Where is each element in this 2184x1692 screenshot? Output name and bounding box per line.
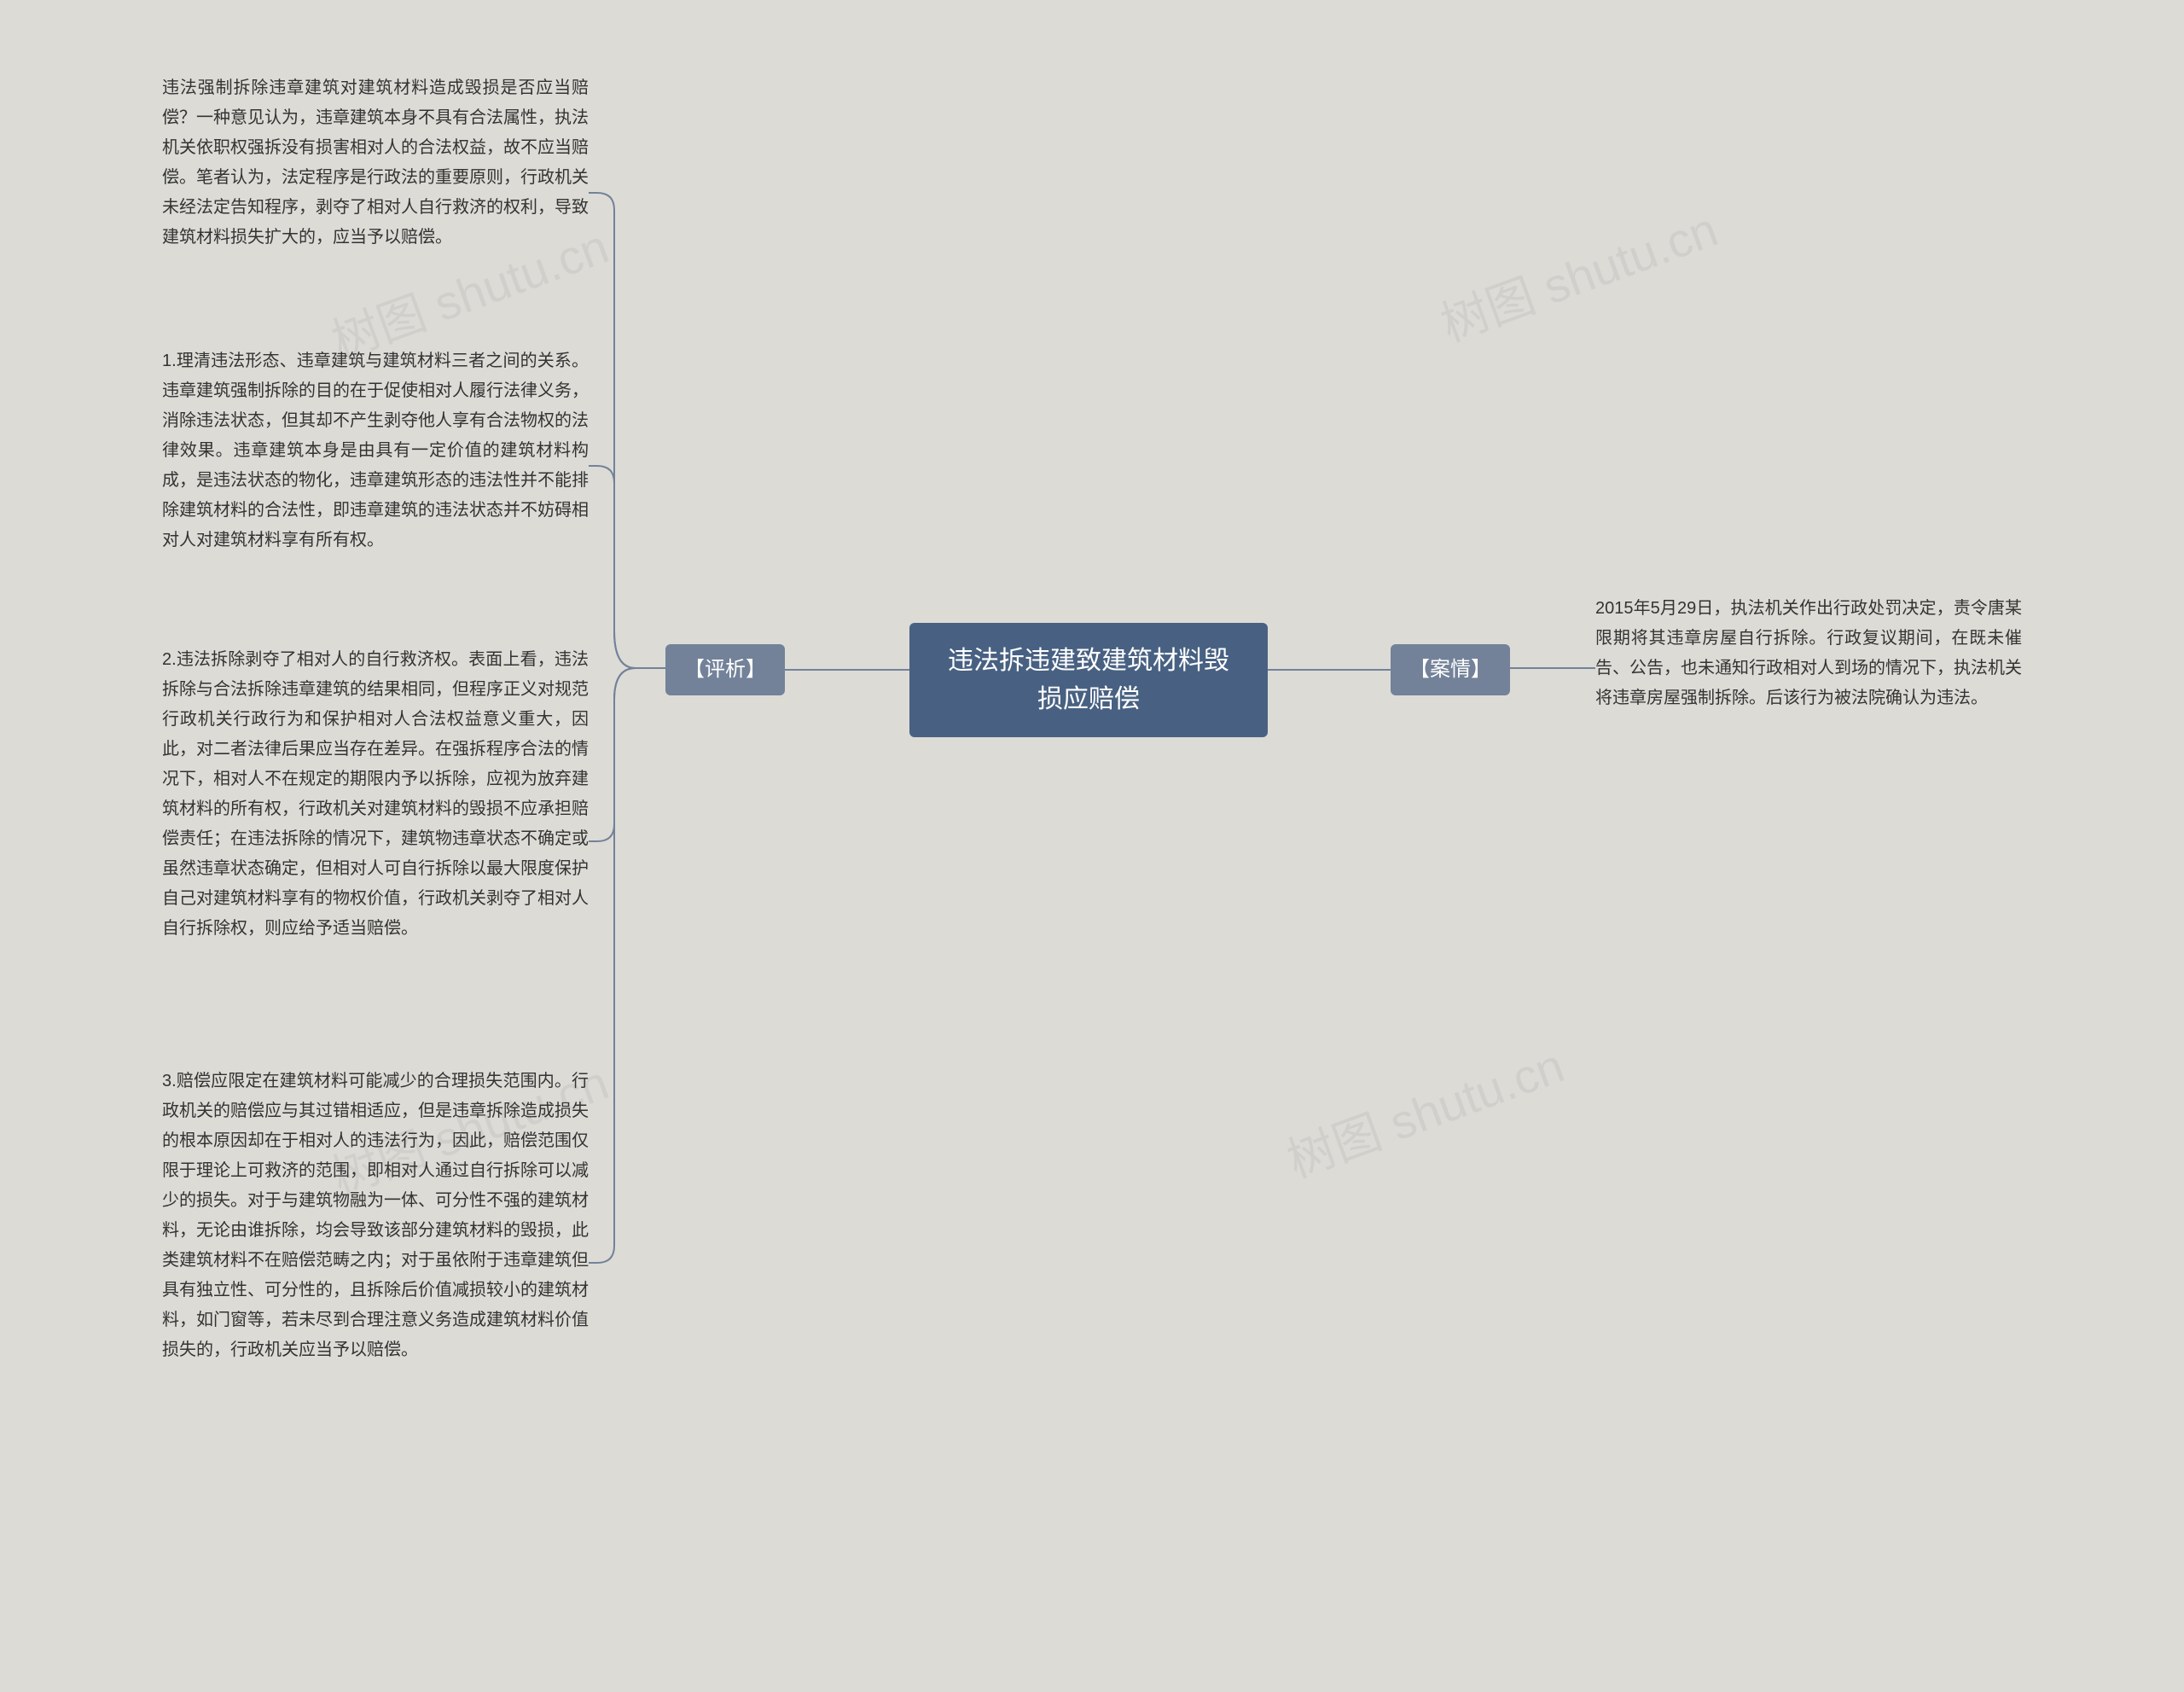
analysis-leaf-2[interactable]: 2.违法拆除剥夺了相对人的自行救济权。表面上看，违法拆除与合法拆除违章建筑的结果…	[162, 645, 589, 944]
connector	[589, 193, 665, 668]
case-leaf-0[interactable]: 2015年5月29日，执法机关作出行政处罚决定，责令唐某限期将其违章房屋自行拆除…	[1595, 594, 2022, 713]
analysis-leaf-1[interactable]: 1.理清违法形态、违章建筑与建筑材料三者之间的关系。违章建筑强制拆除的目的在于促…	[162, 346, 589, 555]
root-node[interactable]: 违法拆违建致建筑材料毁损应赔偿	[909, 623, 1268, 737]
branch-case[interactable]: 【案情】	[1391, 644, 1510, 695]
diagram-canvas: 树图 shutu.cn 树图 shutu.cn 树图 shutu.cn 树图 s…	[0, 0, 2184, 1692]
analysis-leaf-3[interactable]: 3.赔偿应限定在建筑材料可能减少的合理损失范围内。行政机关的赔偿应与其过错相适应…	[162, 1067, 589, 1365]
connector	[589, 668, 665, 841]
connector	[589, 466, 665, 668]
connector	[589, 668, 665, 1263]
analysis-leaf-0[interactable]: 违法强制拆除违章建筑对建筑材料造成毁损是否应当赔偿？一种意见认为，违章建筑本身不…	[162, 73, 589, 253]
branch-analysis[interactable]: 【评析】	[665, 644, 785, 695]
